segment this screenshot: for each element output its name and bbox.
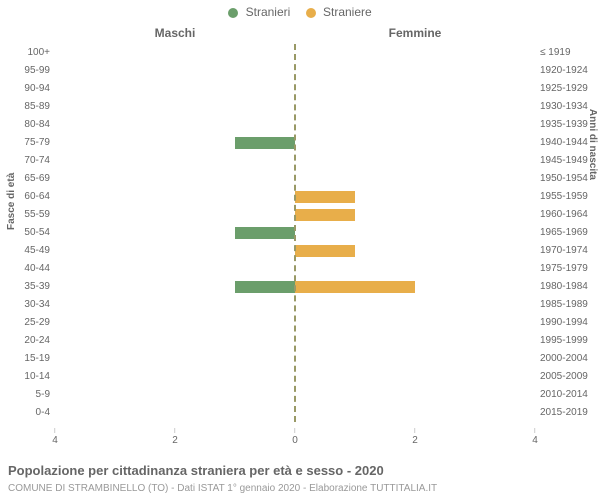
chart-subtitle: COMUNE DI STRAMBINELLO (TO) - Dati ISTAT… (8, 483, 592, 494)
bar-female (295, 191, 355, 203)
y-label-age: 85-89 (0, 98, 50, 116)
legend-label-female: Straniere (323, 5, 372, 19)
y-label-birth: 1990-1994 (540, 314, 598, 332)
side-title-female: Femmine (295, 26, 535, 40)
legend-label-male: Stranieri (246, 5, 291, 19)
bar-male (235, 281, 295, 293)
legend: Stranieri Straniere (0, 4, 600, 19)
bar-female (295, 245, 355, 257)
y-label-birth: 1930-1934 (540, 98, 598, 116)
y-label-age: 60-64 (0, 188, 50, 206)
x-tick-label: 4 (532, 435, 538, 446)
x-tick-label: 2 (412, 435, 418, 446)
y-label-age: 75-79 (0, 134, 50, 152)
y-label-birth: 2010-2014 (540, 386, 598, 404)
legend-swatch-male (228, 8, 238, 18)
y-label-age: 40-44 (0, 260, 50, 278)
y-label-age: 45-49 (0, 242, 50, 260)
y-label-age: 0-4 (0, 404, 50, 422)
x-tick: 2 (172, 428, 178, 446)
bar-male (235, 227, 295, 239)
x-axis: 4 2 0 2 4 (55, 428, 535, 446)
legend-item-male: Stranieri (228, 5, 290, 19)
y-label-birth: 1965-1969 (540, 224, 598, 242)
bar-female (295, 209, 355, 221)
y-label-birth: 1940-1944 (540, 134, 598, 152)
bar-female (295, 281, 415, 293)
y-label-birth: 1995-1999 (540, 332, 598, 350)
x-tick-label: 2 (172, 435, 178, 446)
y-label-age: 25-29 (0, 314, 50, 332)
y-label-age: 70-74 (0, 152, 50, 170)
y-label-age: 100+ (0, 44, 50, 62)
plot-area: Maschi Femmine 4 2 0 2 4 (55, 26, 535, 446)
chart-title: Popolazione per cittadinanza straniera p… (8, 463, 592, 478)
y-labels-age: 100+95-9990-9485-8980-8475-7970-7465-696… (0, 44, 50, 422)
x-tick: 0 (292, 428, 298, 446)
legend-item-female: Straniere (306, 5, 372, 19)
y-label-birth: 1945-1949 (540, 152, 598, 170)
y-label-birth: 1960-1964 (540, 206, 598, 224)
y-label-age: 95-99 (0, 62, 50, 80)
center-axis-line (294, 44, 296, 422)
y-label-birth: 1955-1959 (540, 188, 598, 206)
population-pyramid-chart: Stranieri Straniere Fasce di età Anni di… (0, 0, 600, 500)
y-label-birth: 1925-1929 (540, 80, 598, 98)
y-label-birth: 1950-1954 (540, 170, 598, 188)
y-label-age: 65-69 (0, 170, 50, 188)
y-label-age: 30-34 (0, 296, 50, 314)
y-label-birth: 1975-1979 (540, 260, 598, 278)
y-label-birth: 1970-1974 (540, 242, 598, 260)
y-label-age: 35-39 (0, 278, 50, 296)
y-label-age: 15-19 (0, 350, 50, 368)
x-tick-label: 4 (52, 435, 58, 446)
x-tick: 4 (532, 428, 538, 446)
y-label-age: 50-54 (0, 224, 50, 242)
y-label-age: 90-94 (0, 80, 50, 98)
x-tick: 4 (52, 428, 58, 446)
bar-male (235, 137, 295, 149)
y-label-age: 10-14 (0, 368, 50, 386)
y-label-birth: 2000-2004 (540, 350, 598, 368)
x-tick: 2 (412, 428, 418, 446)
y-label-age: 5-9 (0, 386, 50, 404)
side-title-male: Maschi (55, 26, 295, 40)
y-label-birth: 1985-1989 (540, 296, 598, 314)
y-label-birth: 2015-2019 (540, 404, 598, 422)
y-labels-birth: ≤ 19191920-19241925-19291930-19341935-19… (540, 44, 598, 422)
y-label-birth: ≤ 1919 (540, 44, 598, 62)
y-label-age: 80-84 (0, 116, 50, 134)
y-label-age: 20-24 (0, 332, 50, 350)
legend-swatch-female (306, 8, 316, 18)
y-label-birth: 1980-1984 (540, 278, 598, 296)
y-label-birth: 1935-1939 (540, 116, 598, 134)
y-label-birth: 1920-1924 (540, 62, 598, 80)
y-label-age: 55-59 (0, 206, 50, 224)
y-label-birth: 2005-2009 (540, 368, 598, 386)
x-tick-label: 0 (292, 435, 298, 446)
